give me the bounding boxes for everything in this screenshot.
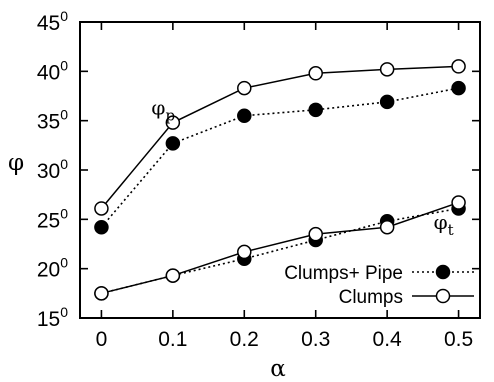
y-tick-label: 450 <box>37 8 68 35</box>
legend-label: Clumps <box>339 287 403 308</box>
data-point <box>94 219 109 235</box>
data-point <box>451 195 466 210</box>
annotation-phi-t: φt <box>434 210 454 239</box>
y-tick-label: 150 <box>37 304 68 331</box>
x-tick-label: 0.4 <box>373 328 403 351</box>
annotation-phi-p: φp <box>151 96 175 125</box>
x-tick-label: 0 <box>96 328 108 351</box>
x-tick-label: 0.2 <box>230 328 259 351</box>
legend-marker <box>435 264 451 280</box>
y-tick-label: 350 <box>37 107 68 134</box>
x-tick-label: 0.3 <box>301 328 330 351</box>
series-line-phi_p-clumps-pipe <box>100 87 459 228</box>
plot-frame <box>79 21 481 319</box>
data-point <box>94 286 109 301</box>
data-point <box>237 108 252 123</box>
data-point <box>308 102 323 118</box>
x-tick-label: 0.5 <box>444 328 473 351</box>
data-point <box>379 62 395 77</box>
y-tick-label: 250 <box>37 205 68 232</box>
data-point <box>94 201 109 216</box>
legend-marker <box>435 288 451 304</box>
data-point <box>451 80 466 96</box>
legend-label: Clumps+ Pipe <box>284 263 403 284</box>
y-tick-label: 400 <box>37 57 68 84</box>
y-tick-label: 200 <box>37 255 68 282</box>
data-point <box>165 268 181 283</box>
data-point <box>308 66 323 81</box>
data-point <box>237 80 252 96</box>
data-point <box>379 219 395 235</box>
x-axis-label: α <box>270 356 286 382</box>
y-tick-label: 300 <box>37 156 68 183</box>
data-point <box>451 59 466 74</box>
ticks: 150 200 250 300 350 400 450 0 0.1 0.2 0.3 0.4 0.5 <box>37 8 480 351</box>
data-point <box>165 115 181 130</box>
data-point <box>379 94 395 110</box>
series-line-phi_t-clumps <box>101 201 459 295</box>
x-tick-label: 0.1 <box>158 328 187 351</box>
legend: Clumps+ Pipe Clumps <box>284 263 474 308</box>
series-line-phi_p-clumps <box>100 65 459 209</box>
data-point <box>165 136 181 151</box>
series <box>94 59 466 301</box>
data-point <box>237 244 252 260</box>
y-axis-label: φ <box>8 150 24 176</box>
data-point <box>308 226 323 242</box>
